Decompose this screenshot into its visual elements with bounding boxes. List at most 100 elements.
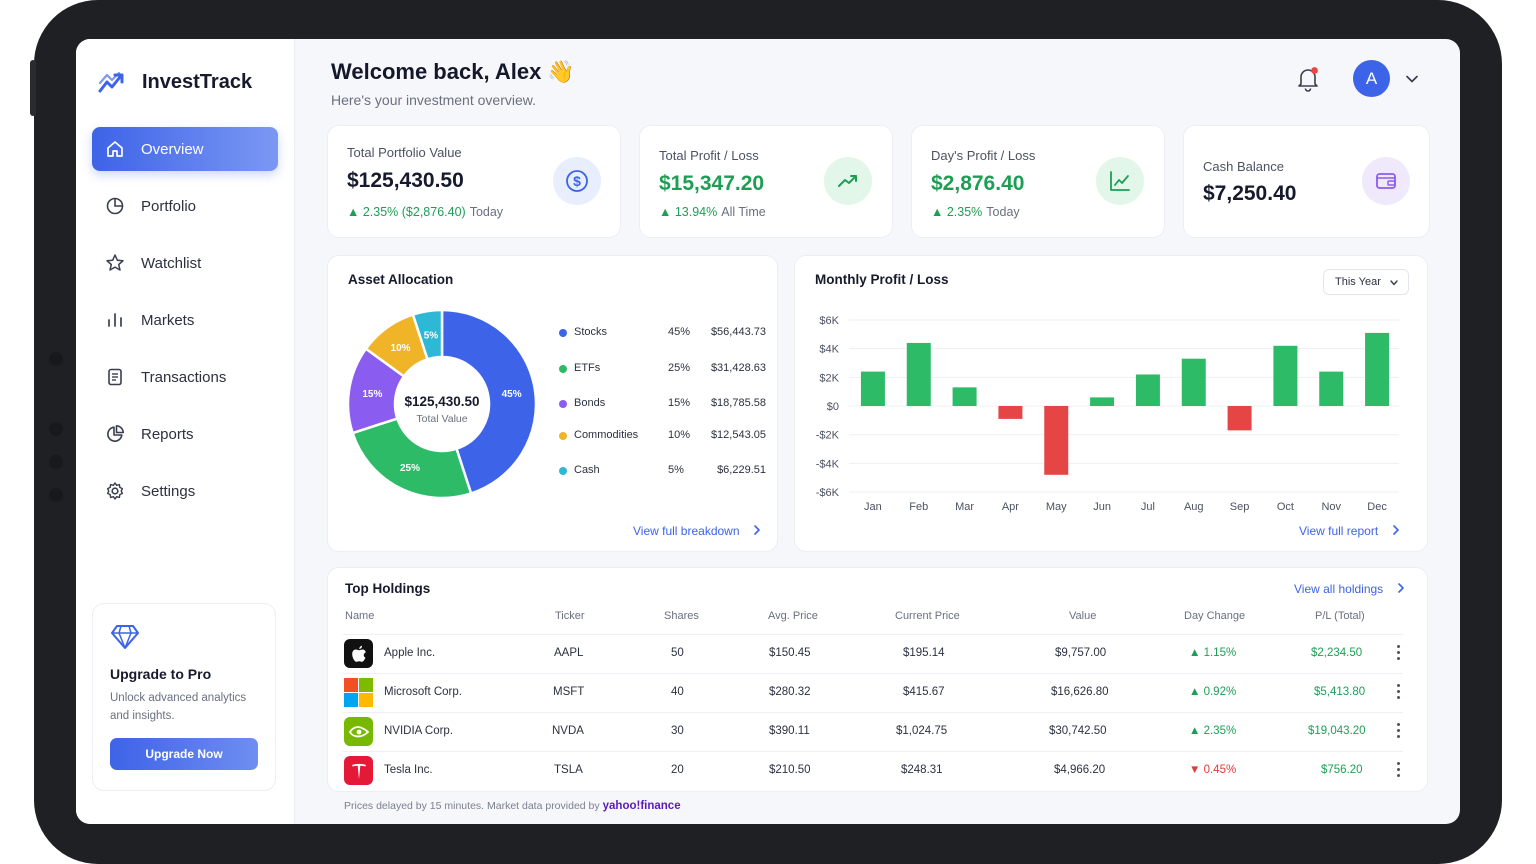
holding-value: $9,757.00	[1055, 647, 1107, 659]
bar-may[interactable]	[1044, 406, 1069, 475]
chevron-right-icon	[1397, 583, 1404, 593]
bar-oct[interactable]	[1273, 345, 1298, 406]
notification-bell-icon[interactable]	[1295, 65, 1321, 93]
stat-delta-value: ▲ 13.94%	[659, 205, 718, 219]
more-options-icon[interactable]	[1395, 723, 1401, 739]
donut-slice-cash[interactable]	[411, 308, 444, 361]
table-row[interactable]: Microsoft Corp. MSFT 40 $280.32 $415.67 …	[343, 673, 1403, 712]
stat-value: $125,430.50	[347, 169, 464, 192]
sidebar-item-label: Reports	[141, 425, 194, 443]
x-tick-label: Jul	[1141, 501, 1155, 513]
legend-amount: $31,428.63	[710, 362, 766, 374]
device-dot	[49, 455, 63, 469]
donut-slice-label: 25%	[400, 463, 420, 474]
stat-card-total-portfolio: Total Portfolio Value $125,430.50 ▲ 2.35…	[327, 125, 621, 238]
stat-delta-value: ▲ 2.35%	[931, 205, 983, 219]
legend-amount: $12,543.05	[710, 429, 766, 441]
more-options-icon[interactable]	[1395, 684, 1401, 700]
legend-item-cash[interactable]: Cash 5% $6,229.51	[556, 463, 766, 479]
sidebar-item-reports[interactable]: Reports	[92, 412, 278, 456]
holding-ticker: MSFT	[553, 686, 585, 698]
table-row[interactable]: NVIDIA Corp. NVDA 30 $390.11 $1,024.75 $…	[343, 712, 1403, 751]
column-header-ticker[interactable]: Ticker	[555, 610, 585, 622]
more-options-icon[interactable]	[1395, 645, 1401, 661]
y-tick-label: $4K	[819, 344, 839, 356]
holding-pl: $5,413.80	[1314, 686, 1366, 698]
donut-slice-etfs[interactable]	[351, 416, 473, 500]
bar-jul[interactable]	[1135, 374, 1160, 406]
bar-nov[interactable]	[1319, 371, 1344, 406]
report-icon	[105, 424, 125, 444]
stat-value: $2,876.40	[931, 172, 1025, 195]
page-subtitle: Here's your investment overview.	[331, 92, 536, 108]
x-tick-label: Nov	[1321, 501, 1341, 513]
view-full-report-link[interactable]: View full report	[1299, 524, 1402, 538]
sidebar-item-overview[interactable]: Overview	[92, 127, 278, 171]
x-tick-label: Oct	[1277, 501, 1294, 513]
gear-icon	[105, 481, 125, 501]
stat-card-total-profit: Total Profit / Loss $15,347.20 ▲ 13.94% A…	[639, 125, 893, 238]
column-header-shares[interactable]: Shares	[664, 610, 699, 622]
legend-name: Commodities	[574, 429, 639, 441]
holding-name: Microsoft Corp.	[384, 686, 462, 698]
column-header-current-price[interactable]: Current Price	[895, 610, 960, 622]
legend-item-commodities[interactable]: Commodities 10% $12,543.05	[556, 428, 766, 444]
column-header-pl-total[interactable]: P/L (Total)	[1315, 610, 1365, 622]
column-header-day-change[interactable]: Day Change	[1184, 610, 1246, 622]
bar-sep[interactable]	[1227, 406, 1252, 431]
monthly-pl-card: Monthly Profit / Loss This Year $6K $4K $2…	[794, 255, 1428, 552]
bar-mar[interactable]	[952, 387, 977, 406]
bar-aug[interactable]	[1181, 358, 1206, 406]
data-provider-logo[interactable]: yahoo!finance	[602, 800, 681, 812]
view-all-holdings-link[interactable]: View all holdings	[1294, 582, 1407, 596]
brand[interactable]: InvestTrack	[98, 69, 252, 95]
view-full-breakdown-link[interactable]: View full breakdown	[633, 524, 763, 538]
legend-item-bonds[interactable]: Bonds 15% $18,785.58	[556, 396, 766, 412]
sidebar-item-transactions[interactable]: Transactions	[92, 355, 278, 399]
legend-item-stocks[interactable]: Stocks 45% $56,443.73	[556, 325, 766, 341]
table-row[interactable]: Tesla Inc. TSLA 20 $210.50 $248.31 $4,96…	[343, 751, 1403, 790]
x-tick-label: May	[1046, 501, 1067, 513]
legend-dot	[559, 365, 567, 373]
trend-up-icon	[824, 157, 872, 205]
legend-item-etfs[interactable]: ETFs 25% $31,428.63	[556, 361, 766, 377]
x-tick-label: Jan	[864, 501, 882, 513]
star-icon	[105, 253, 125, 273]
bar-dec[interactable]	[1365, 332, 1390, 406]
period-select[interactable]: This Year	[1323, 269, 1409, 295]
column-header-avg-price[interactable]: Avg. Price	[768, 610, 818, 622]
holding-name: NVIDIA Corp.	[384, 725, 454, 737]
sidebar-item-settings[interactable]: Settings	[92, 469, 278, 513]
holding-day-change: ▲ 2.35%	[1189, 725, 1237, 737]
sidebar-item-markets[interactable]: Markets	[92, 298, 278, 342]
holding-pl: $19,043.20	[1308, 725, 1366, 737]
bar-apr[interactable]	[998, 406, 1023, 419]
section-title: Asset Allocation	[348, 272, 454, 287]
line-chart-icon	[1096, 157, 1144, 205]
holding-current-price: $195.14	[903, 647, 945, 659]
chevron-right-icon	[1392, 525, 1399, 535]
stat-value: $15,347.20	[659, 172, 765, 195]
stat-delta: ▲ 2.35% ($2,876.40) Today	[347, 205, 503, 219]
y-tick-label: $0	[827, 401, 839, 413]
more-options-icon[interactable]	[1395, 762, 1401, 778]
donut-slice-label: 45%	[502, 389, 522, 400]
app-screen: InvestTrack Overview Portfolio Watchlist	[76, 39, 1460, 824]
page-title: Welcome back, Alex 👋	[331, 59, 575, 84]
bar-feb[interactable]	[906, 342, 931, 406]
x-tick-label: Jun	[1093, 501, 1111, 513]
brand-name: InvestTrack	[142, 70, 253, 93]
sidebar-item-watchlist[interactable]: Watchlist	[92, 241, 278, 285]
bar-jun[interactable]	[1090, 397, 1115, 406]
upgrade-now-button[interactable]: Upgrade Now	[110, 738, 258, 770]
table-row[interactable]: Apple Inc. AAPL 50 $150.45 $195.14 $9,75…	[343, 634, 1403, 673]
column-header-value[interactable]: Value	[1069, 610, 1097, 622]
donut-slice-label: 5%	[424, 330, 439, 341]
chevron-down-icon[interactable]	[1404, 71, 1420, 87]
sidebar-item-portfolio[interactable]: Portfolio	[92, 184, 278, 228]
device-dot	[49, 422, 63, 436]
bar-jan[interactable]	[860, 371, 885, 406]
column-header-name[interactable]: Name	[345, 610, 375, 622]
donut-slice-stocks[interactable]	[440, 308, 538, 495]
avatar[interactable]: A	[1353, 60, 1390, 97]
